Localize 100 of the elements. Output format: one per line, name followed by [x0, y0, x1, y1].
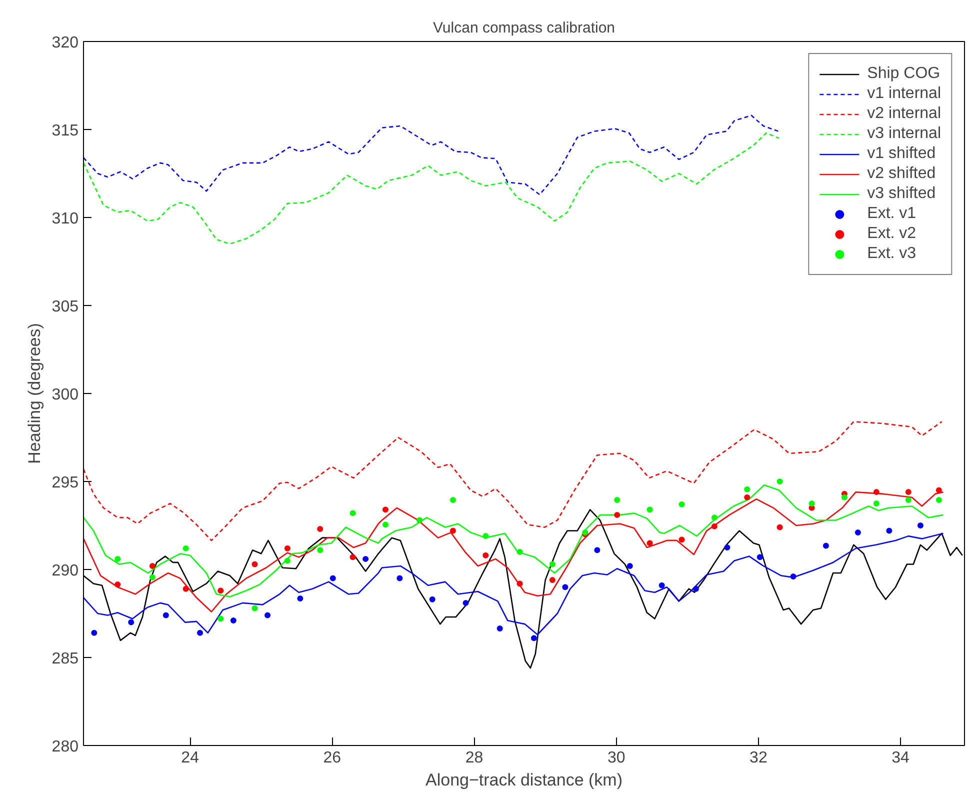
- point: [562, 584, 568, 590]
- y-tick-label: 295: [52, 474, 79, 492]
- point: [790, 574, 796, 580]
- point: [252, 605, 258, 612]
- line-series: [84, 421, 942, 542]
- x-tick-label: 26: [323, 750, 342, 766]
- point: [936, 496, 942, 503]
- point: [382, 506, 388, 513]
- point: [905, 489, 912, 496]
- point: [450, 528, 456, 534]
- point: [362, 556, 369, 562]
- point: [886, 528, 892, 534]
- point: [317, 526, 324, 532]
- point: [873, 500, 880, 506]
- point: [516, 580, 523, 587]
- x-tick-label: 24: [181, 750, 200, 766]
- point: [658, 582, 665, 588]
- point: [678, 501, 685, 508]
- legend-label: v3 internal: [867, 124, 941, 144]
- point: [776, 478, 783, 484]
- chart-title: Vulcan compass calibration: [432, 20, 616, 36]
- y-tick-label: 290: [52, 562, 79, 580]
- point: [350, 510, 356, 516]
- point: [182, 586, 189, 592]
- point: [711, 523, 718, 530]
- point: [744, 486, 750, 492]
- point: [482, 533, 489, 540]
- point: [330, 575, 336, 582]
- point: [917, 522, 924, 528]
- point: [516, 548, 523, 555]
- point: [182, 545, 189, 552]
- y-tick-label: 280: [52, 738, 79, 756]
- point: [808, 500, 815, 506]
- y-axis-title: Heading (degrees): [24, 323, 44, 464]
- point: [854, 530, 861, 536]
- point: [905, 496, 912, 503]
- point: [128, 619, 134, 626]
- point: [678, 536, 685, 543]
- point: [692, 586, 699, 592]
- y-tick-label: 320: [52, 34, 79, 52]
- point: [162, 612, 169, 618]
- y-tick-label: 310: [52, 210, 79, 228]
- legend-label: v1 internal: [867, 84, 941, 104]
- line-series: [84, 132, 780, 245]
- point: [230, 618, 236, 624]
- point: [482, 552, 489, 558]
- point: [114, 581, 121, 588]
- point: [626, 562, 633, 569]
- legend-label: v3 shifted: [867, 184, 936, 204]
- x-axis-title: Along−track distance (km): [426, 770, 623, 790]
- point: [549, 577, 556, 584]
- point: [496, 625, 503, 632]
- point: [284, 558, 290, 564]
- point: [91, 630, 98, 636]
- x-tick-label: 30: [607, 750, 626, 766]
- line-series: [84, 114, 780, 196]
- point: [284, 545, 290, 552]
- point: [197, 630, 204, 636]
- point: [594, 547, 600, 554]
- legend-label: Ext. v1: [867, 204, 916, 224]
- legend-label: Ext. v3: [867, 244, 916, 264]
- point: [218, 616, 224, 622]
- point: [614, 512, 620, 518]
- point: [317, 547, 324, 554]
- point: [149, 574, 156, 580]
- y-tick-label: 305: [52, 298, 79, 316]
- point: [350, 554, 356, 560]
- legend-label: v2 shifted: [867, 164, 936, 184]
- y-tick-label: 315: [52, 122, 79, 140]
- point: [744, 494, 750, 500]
- point: [429, 596, 436, 602]
- point: [936, 487, 942, 494]
- line-series: [84, 484, 944, 598]
- point: [297, 596, 304, 602]
- point: [646, 540, 653, 546]
- point: [614, 496, 620, 503]
- point: [264, 612, 271, 618]
- point: [549, 561, 556, 568]
- point: [711, 514, 718, 521]
- point: [841, 494, 848, 500]
- point: [822, 542, 829, 549]
- point: [462, 600, 469, 606]
- point: [530, 635, 537, 642]
- legend-label: Ship COG: [867, 64, 940, 84]
- point: [776, 524, 783, 530]
- point: [646, 506, 653, 513]
- point: [252, 561, 258, 568]
- x-tick-label: 28: [465, 750, 484, 766]
- legend-label: Ext. v2: [867, 224, 916, 244]
- point: [382, 522, 388, 528]
- legend-label: v2 internal: [867, 104, 941, 124]
- y-tick-label: 285: [52, 650, 79, 668]
- point: [450, 496, 456, 503]
- point: [724, 544, 730, 550]
- point: [149, 562, 156, 569]
- y-tick-label: 300: [52, 386, 79, 404]
- legend-label: v1 shifted: [867, 144, 936, 164]
- point: [396, 575, 403, 582]
- x-tick-label: 32: [750, 750, 768, 766]
- point: [873, 489, 880, 496]
